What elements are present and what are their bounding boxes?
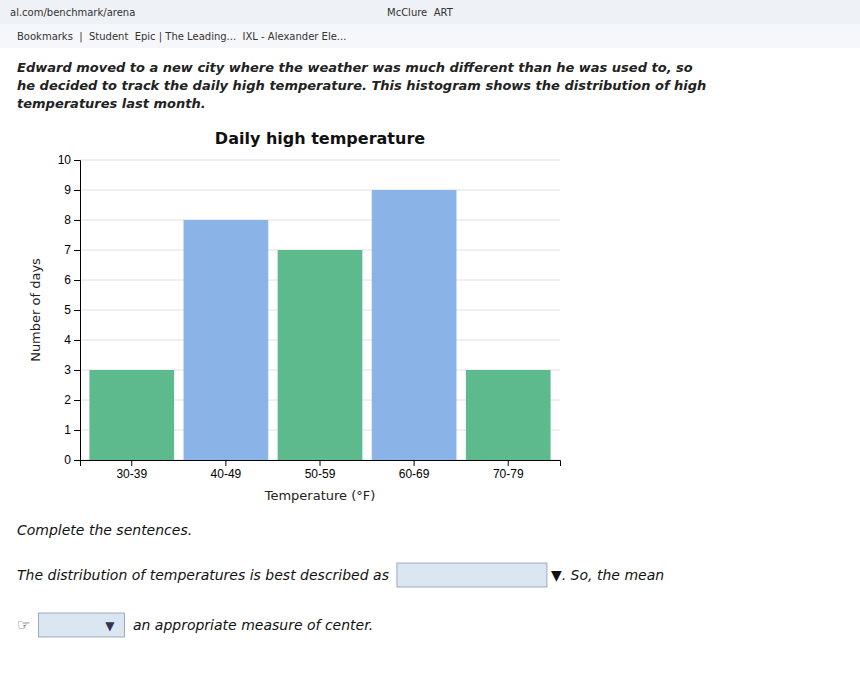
y-tick: 0 <box>64 453 80 467</box>
x-tick-label: 40-49 <box>211 467 242 481</box>
x-tick-mark <box>320 460 321 466</box>
x-axis-label: Temperature (°F) <box>264 488 376 503</box>
y-tick-mark <box>74 340 80 341</box>
y-tick-mark <box>74 430 80 431</box>
y-tick-label: 2 <box>64 393 71 407</box>
bars <box>89 190 550 460</box>
grid-line <box>80 190 560 191</box>
bar <box>278 250 363 460</box>
intro-text: Edward moved to a new city where the wea… <box>17 60 693 75</box>
x-axis-line <box>81 461 561 467</box>
plot: 30-39 40-49 50-59 60-69 70-79 0 1 2 3 4 5 6 7 8 9 10 <box>58 153 561 480</box>
y-tick-label: 0 <box>64 453 71 467</box>
grid-line <box>80 160 560 161</box>
sentence-text: ▼. So, the mean <box>551 567 664 583</box>
toolbar-text: McClure ART <box>387 7 454 18</box>
x-tick-label: 70-79 <box>493 467 524 481</box>
bookmarks-text: Bookmarks | Student Epic | The Leading..… <box>17 31 346 43</box>
y-tick-mark <box>74 280 80 281</box>
y-tick: 9 <box>64 183 80 197</box>
sentence-text: an appropriate measure of center. <box>128 617 373 633</box>
y-axis-label: Number of days <box>28 258 43 362</box>
toolbar-text: al.com/benchmark/arena <box>10 7 135 18</box>
y-tick-mark <box>74 220 80 221</box>
y-tick-label: 7 <box>64 243 71 257</box>
y-tick-mark <box>74 190 80 191</box>
y-tick: 4 <box>64 333 80 347</box>
y-tick-label: 6 <box>64 273 71 287</box>
x-tick-mark <box>225 460 226 466</box>
x-tick: 40-49 <box>211 460 242 481</box>
x-axis: 30-39 40-49 50-59 60-69 70-79 <box>81 460 561 481</box>
y-tick: 1 <box>64 423 80 437</box>
x-tick: 70-79 <box>493 460 524 481</box>
intro-text: he decided to track the daily high tempe… <box>17 78 706 93</box>
x-tick-mark <box>414 460 415 466</box>
intro-text: temperatures last month. <box>17 96 206 111</box>
dropdown[interactable] <box>397 563 547 587</box>
bookmarks-bar <box>0 24 860 48</box>
x-tick-mark <box>131 460 132 466</box>
y-tick-mark <box>74 460 80 461</box>
x-tick-label: 50-59 <box>305 467 336 481</box>
grid <box>80 160 560 460</box>
x-tick: 50-59 <box>305 460 336 481</box>
y-tick-label: 1 <box>64 423 71 437</box>
y-tick-label: 3 <box>64 363 71 377</box>
y-tick-mark <box>74 370 80 371</box>
x-tick: 60-69 <box>399 460 430 481</box>
y-tick-mark <box>74 160 80 161</box>
dropdown-arrow: ▼ <box>105 619 115 633</box>
grid-line <box>80 220 560 221</box>
bar <box>466 370 551 460</box>
x-tick: 30-39 <box>116 460 147 481</box>
y-tick-label: 8 <box>64 213 71 227</box>
x-tick-label: 30-39 <box>116 467 147 481</box>
y-axis-line <box>74 161 81 461</box>
y-tick: 8 <box>64 213 80 227</box>
y-tick: 10 <box>58 153 80 167</box>
chart-title: Daily high temperature <box>215 129 425 148</box>
y-tick-mark <box>74 250 80 251</box>
x-tick-label: 60-69 <box>399 467 430 481</box>
y-tick: 2 <box>64 393 80 407</box>
y-tick: 5 <box>64 303 80 317</box>
bar <box>89 370 174 460</box>
y-tick-label: 4 <box>64 333 71 347</box>
bar <box>184 220 269 460</box>
cursor-icon: ☞ <box>17 616 30 634</box>
y-tick-label: 9 <box>64 183 71 197</box>
toolbar <box>0 0 860 24</box>
y-axis: 0 1 2 3 4 5 6 7 8 9 10 <box>58 153 81 467</box>
y-tick-mark <box>74 310 80 311</box>
y-tick-label: 10 <box>58 153 72 167</box>
y-tick: 6 <box>64 273 80 287</box>
y-tick: 3 <box>64 363 80 377</box>
y-tick-label: 5 <box>64 303 71 317</box>
page: al.com/benchmark/arena McClure ART Bookmar… <box>0 0 860 675</box>
instruction-text: Complete the sentences. <box>17 522 192 538</box>
sentence-text: The distribution of temperatures is best… <box>17 567 389 583</box>
bar <box>372 190 457 460</box>
y-tick: 7 <box>64 243 80 257</box>
x-tick-mark <box>508 460 509 466</box>
dropdown[interactable] <box>38 613 124 637</box>
y-tick-mark <box>74 400 80 401</box>
